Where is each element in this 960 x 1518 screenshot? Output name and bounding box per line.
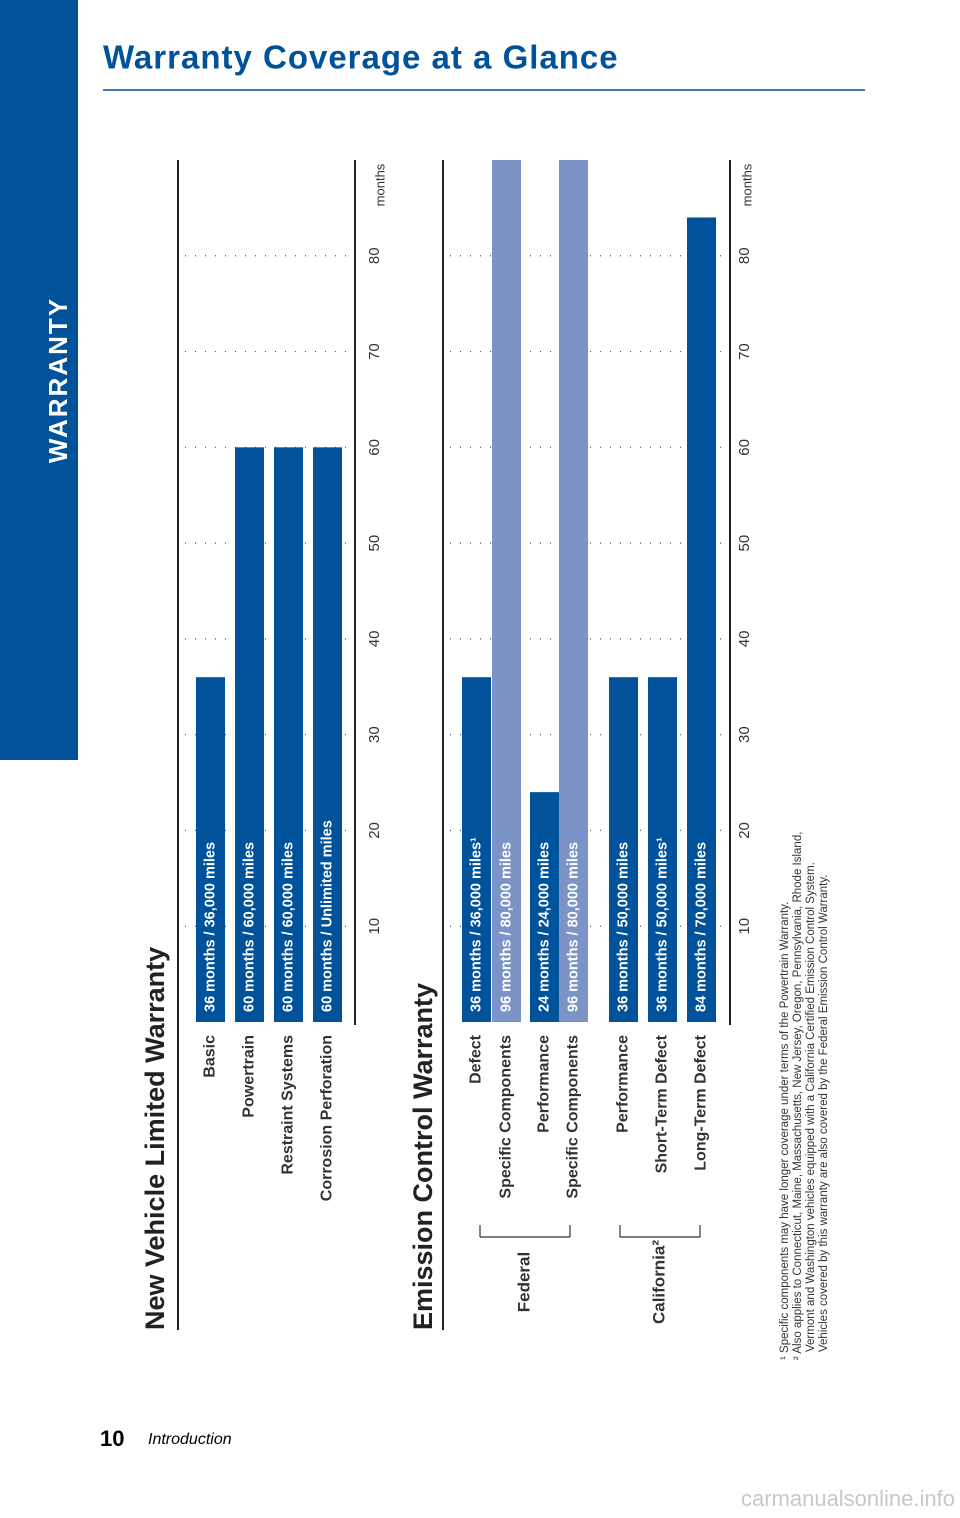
tick-label: 40	[366, 631, 383, 648]
side-tab	[0, 0, 78, 760]
footnote: Vermont and Washington vehicles equipped…	[805, 862, 817, 1352]
tick-label: 80	[736, 247, 753, 264]
bar-label: 24 months / 24,000 miles	[536, 842, 552, 1012]
category-label: Basic	[202, 1035, 219, 1078]
bar	[274, 447, 303, 1022]
footnote: ² Also applies to Connecticut, Maine, Ma…	[792, 832, 804, 1360]
category-label: Short-Term Defect	[654, 1034, 671, 1173]
tick-label: 80	[366, 247, 383, 264]
category-label: Specific Components	[565, 1035, 582, 1199]
page-title: Warranty Coverage at a Glance	[103, 39, 619, 76]
bar	[609, 677, 638, 1022]
page-number: 10	[100, 1426, 124, 1451]
tick-label: 20	[366, 822, 383, 839]
bar-label: 60 months / 60,000 miles	[280, 842, 296, 1012]
category-label: Long-Term Defect	[693, 1034, 710, 1170]
group-label: Federal	[514, 1252, 533, 1312]
tick-label: 70	[366, 343, 383, 360]
group-label: California²	[649, 1240, 668, 1324]
side-tab-label: WARRANTY	[43, 297, 73, 463]
tick-label: 50	[736, 535, 753, 552]
bar-label: 36 months / 36,000 miles	[202, 842, 218, 1012]
bar	[492, 160, 521, 1022]
category-label: Powertrain	[241, 1035, 258, 1118]
bar	[196, 677, 225, 1022]
chart-area: New Vehicle Limited Warranty 10 20 30 40 50 60…	[140, 160, 830, 1360]
tick-label: 60	[366, 439, 383, 456]
tick-label: 10	[366, 918, 383, 935]
category-label: Performance	[615, 1035, 632, 1133]
section-name: Introduction	[148, 1431, 232, 1448]
category-label: Corrosion Perforation	[319, 1035, 336, 1201]
bar	[462, 677, 491, 1022]
bar-label: 60 months / 60,000 miles	[241, 842, 257, 1012]
tick-label: 30	[736, 726, 753, 743]
bar-label: 96 months / 80,000 miles	[565, 842, 581, 1012]
tick-label: 70	[736, 343, 753, 360]
footnote: ¹ Specific components may have longer co…	[779, 902, 791, 1360]
bar	[313, 447, 342, 1022]
tick-label: 60	[736, 439, 753, 456]
bar-label: 96 months / 80,000 miles	[498, 842, 514, 1012]
bar	[530, 792, 559, 1022]
axis-label: months	[739, 163, 754, 206]
bar-label: 36 months / 50,000 miles	[615, 842, 631, 1012]
bar	[648, 677, 677, 1022]
bar-label: 36 months / 36,000 miles¹	[468, 837, 484, 1012]
tick-label: 10	[736, 918, 753, 935]
tick-label: 50	[366, 535, 383, 552]
category-label: Performance	[536, 1035, 553, 1133]
chart-title: Emission Control Warranty	[408, 983, 438, 1330]
category-label: Restraint Systems	[280, 1035, 297, 1175]
footnote: Vehicles covered by this warranty are al…	[818, 875, 830, 1352]
bar-label: 36 months / 50,000 miles¹	[654, 837, 670, 1012]
bar	[687, 217, 716, 1022]
axis-label: months	[372, 163, 387, 206]
category-label: Specific Components	[498, 1035, 515, 1199]
bar-label: 60 months / Unlimited miles	[319, 820, 335, 1012]
bar-label: 84 months / 70,000 miles	[693, 842, 709, 1012]
bar	[559, 160, 588, 1022]
tick-label: 20	[736, 822, 753, 839]
tick-label: 30	[366, 726, 383, 743]
tick-label: 40	[736, 631, 753, 648]
chart-title: New Vehicle Limited Warranty	[140, 947, 170, 1330]
category-label: Defect	[468, 1034, 485, 1084]
bar	[235, 447, 264, 1022]
watermark: carmanualsonline.info	[741, 1486, 955, 1511]
